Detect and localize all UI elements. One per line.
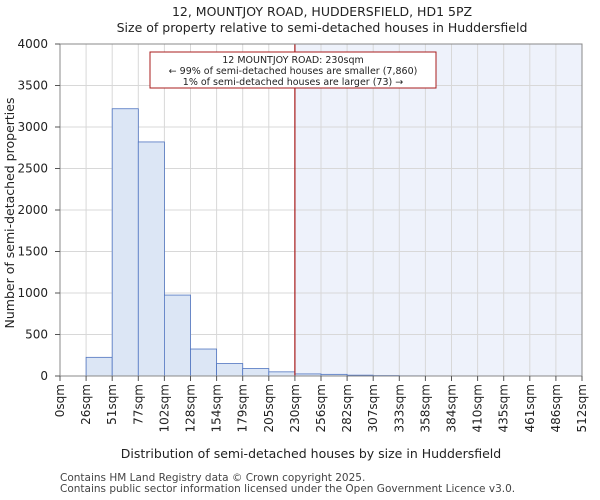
annotation-line-2: ← 99% of semi-detached houses are smalle…	[169, 66, 418, 77]
bars	[85, 108, 479, 377]
x-tick-label: 512sqm	[575, 384, 589, 432]
x-axis: 0sqm 26sqm 51sqm 77sqm 102sqm 128sqm 154sqm 179…	[53, 376, 589, 432]
y-tick-label: 1000	[17, 286, 48, 300]
x-tick-label: 461sqm	[523, 384, 537, 432]
x-tick-label: 102sqm	[157, 384, 171, 432]
x-tick-label: 230sqm	[288, 384, 302, 432]
y-tick-label: 3000	[17, 120, 48, 134]
bar-205sqm	[268, 371, 296, 377]
x-tick-label: 51sqm	[105, 384, 119, 425]
bar-179sqm	[242, 368, 270, 377]
y-axis-title: Number of semi-detached properties	[2, 98, 17, 329]
annotation-box: 12 MOUNTJOY ROAD: 230sqm ← 99% of semi-d…	[149, 51, 437, 89]
bar-26sqm	[85, 356, 113, 377]
x-tick-label: 435sqm	[497, 384, 511, 432]
x-tick-label: 384sqm	[445, 384, 459, 432]
x-tick-label: 358sqm	[418, 384, 432, 432]
annotation-line-1: 12 MOUNTJOY ROAD: 230sqm	[222, 55, 364, 66]
bar-154sqm	[216, 363, 244, 377]
x-tick-label: 179sqm	[236, 384, 250, 432]
y-tick-label: 2500	[17, 162, 48, 176]
bar-51sqm	[111, 108, 139, 377]
annotation-line-3: 1% of semi-detached houses are larger (7…	[183, 77, 403, 88]
x-axis-title: Distribution of semi-detached houses by …	[121, 446, 501, 461]
y-tick-label: 2000	[17, 203, 48, 217]
bar-102sqm	[163, 294, 191, 377]
y-axis: 0 500 1000 1500 2000 2500 3000 3500 4000	[17, 37, 60, 383]
footer-licence: Contains public sector information licen…	[60, 483, 516, 495]
y-tick-label: 1500	[17, 245, 48, 259]
bar-77sqm	[137, 141, 165, 377]
x-tick-label: 128sqm	[184, 384, 198, 432]
bar-128sqm	[190, 348, 218, 377]
footer-copyright: Contains HM Land Registry data © Crown c…	[60, 472, 366, 484]
x-tick-label: 154sqm	[210, 384, 224, 432]
y-tick-label: 0	[40, 369, 48, 383]
x-tick-label: 77sqm	[131, 384, 145, 425]
x-tick-label: 205sqm	[262, 384, 276, 432]
x-tick-label: 26sqm	[79, 384, 93, 425]
x-tick-label: 256sqm	[314, 384, 328, 432]
x-tick-label: 333sqm	[392, 384, 406, 432]
x-tick-label: 486sqm	[549, 384, 563, 432]
chart-subtitle: Size of property relative to semi-detach…	[117, 20, 528, 35]
x-tick-label: 410sqm	[471, 384, 485, 432]
y-tick-label: 500	[25, 328, 48, 342]
y-tick-label: 4000	[17, 37, 48, 51]
chart-title: 12, MOUNTJOY ROAD, HUDDERSFIELD, HD1 5PZ	[172, 4, 472, 19]
x-tick-label: 0sqm	[53, 384, 67, 417]
y-tick-label: 3500	[17, 79, 48, 93]
x-tick-label: 307sqm	[366, 384, 380, 432]
x-tick-label: 282sqm	[340, 384, 354, 432]
